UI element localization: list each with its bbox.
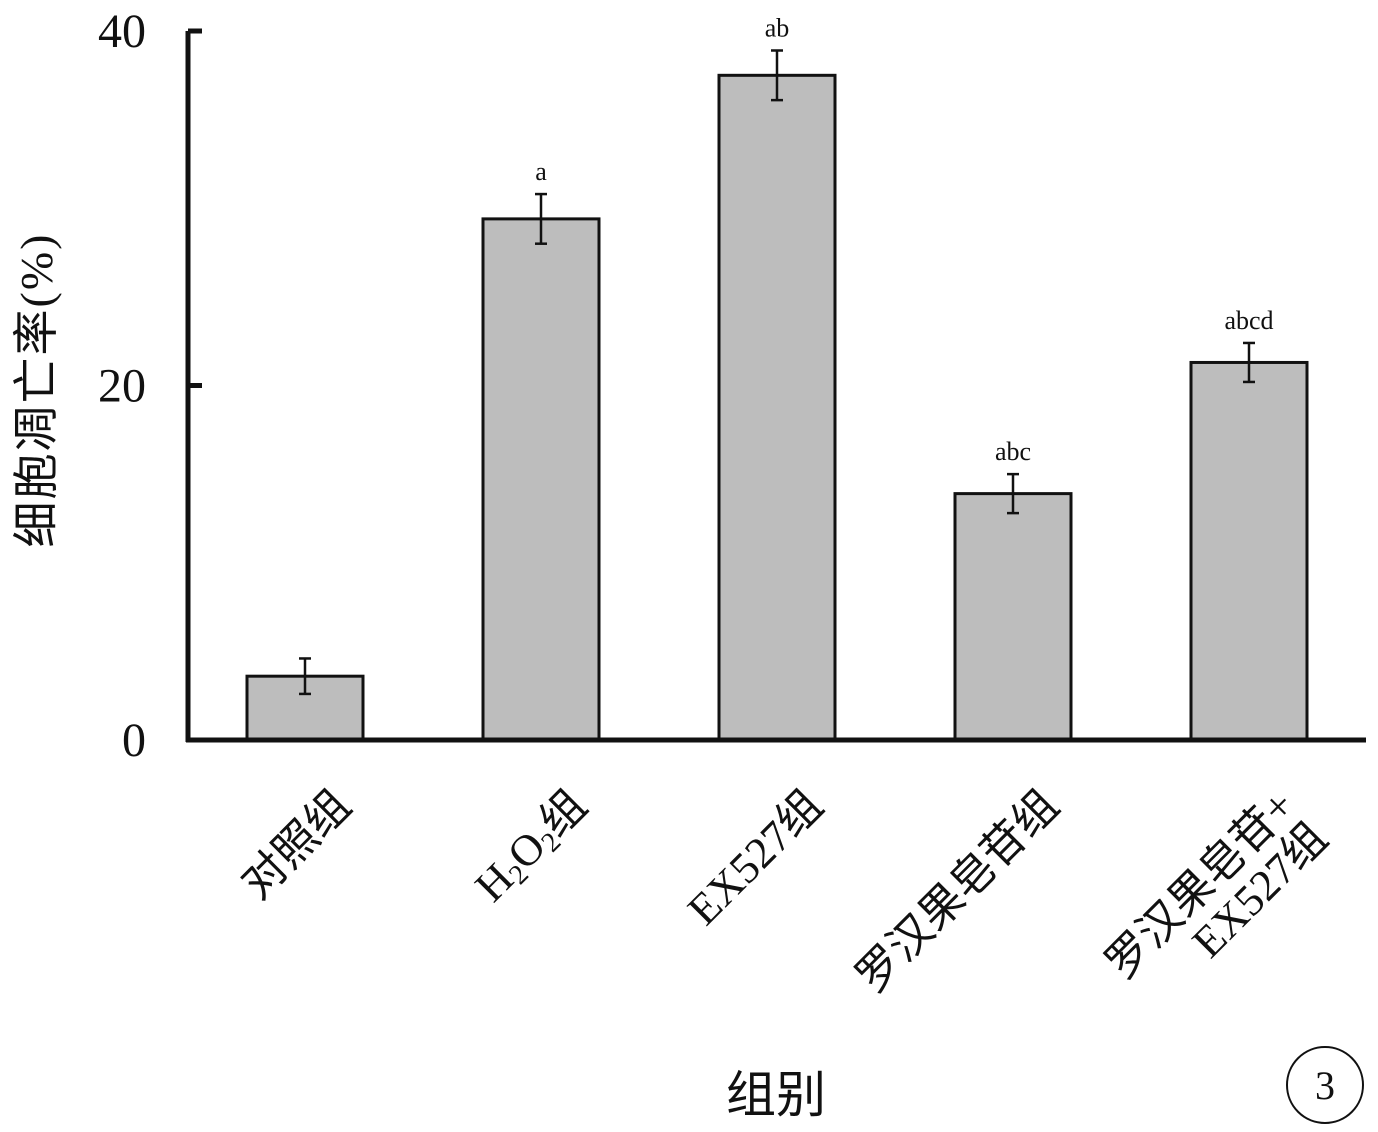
y-tick-label-0: 0 xyxy=(122,714,146,767)
significance-label-5: abcd xyxy=(1224,306,1273,335)
bar-3 xyxy=(717,73,837,742)
error-bars-layer xyxy=(299,49,1255,696)
significance-label-4: abc xyxy=(995,437,1031,466)
bars-layer xyxy=(245,73,1309,742)
x-axis-label: 组别 xyxy=(726,1067,826,1123)
significance-labels-layer: a ab abc abcd xyxy=(535,13,1273,466)
error-bar-1 xyxy=(299,657,311,696)
error-bar-4 xyxy=(1007,472,1019,515)
y-tick-label-20: 20 xyxy=(98,360,146,413)
bar-5 xyxy=(1189,360,1309,742)
error-bar-5 xyxy=(1243,341,1255,384)
y-axis-label: 细胞凋亡率(%) xyxy=(11,233,62,548)
bar-2 xyxy=(481,217,601,742)
axes-layer: 0 20 40 xyxy=(98,5,1366,767)
significance-label-2: a xyxy=(535,157,547,186)
error-bar-3 xyxy=(771,49,783,102)
y-tick-label-40: 40 xyxy=(98,5,146,58)
panel-number-badge: 3 xyxy=(1286,1046,1364,1124)
error-bar-2 xyxy=(535,192,547,245)
significance-label-3: ab xyxy=(765,13,790,42)
bar-4 xyxy=(953,492,1073,742)
